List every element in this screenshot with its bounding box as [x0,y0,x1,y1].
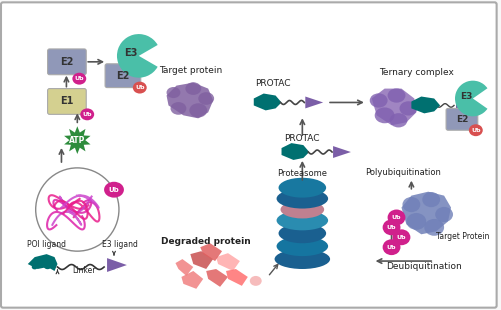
Ellipse shape [278,224,326,243]
Polygon shape [215,253,239,271]
FancyBboxPatch shape [105,64,140,88]
Text: Proteasome: Proteasome [277,169,327,178]
Ellipse shape [40,256,48,262]
Polygon shape [305,96,323,108]
Ellipse shape [382,239,400,255]
Text: E2: E2 [60,57,74,67]
FancyBboxPatch shape [48,49,86,75]
Ellipse shape [33,259,43,267]
Ellipse shape [72,73,86,85]
Ellipse shape [423,219,443,236]
Polygon shape [190,251,213,269]
Text: Ub: Ub [386,225,395,230]
Text: E3 ligand: E3 ligand [102,240,138,249]
Ellipse shape [276,210,328,230]
Ellipse shape [198,92,214,105]
Polygon shape [401,192,450,234]
Text: E1: E1 [60,96,74,106]
Ellipse shape [80,108,94,120]
Text: PROTAC: PROTAC [255,79,290,88]
Polygon shape [455,100,467,110]
Text: E2: E2 [116,71,129,81]
Circle shape [36,168,119,251]
Text: Linker: Linker [72,266,96,275]
Wedge shape [117,34,157,78]
Ellipse shape [49,263,55,268]
Polygon shape [254,94,281,110]
Polygon shape [64,126,90,154]
Text: E2: E2 [455,115,467,124]
Text: Ub: Ub [391,215,400,220]
Ellipse shape [399,101,416,116]
Ellipse shape [369,93,387,108]
Polygon shape [281,143,309,160]
Ellipse shape [32,265,38,269]
Ellipse shape [434,207,452,222]
Text: Ternary complex: Ternary complex [378,68,453,77]
Text: Ub: Ub [108,187,119,193]
Text: Ub: Ub [386,245,395,250]
Ellipse shape [133,82,146,94]
Text: Ub: Ub [396,235,405,240]
FancyBboxPatch shape [445,108,477,130]
Ellipse shape [374,108,394,123]
Ellipse shape [104,182,124,197]
Text: Ub: Ub [135,85,144,90]
Ellipse shape [276,189,328,209]
Ellipse shape [387,88,405,103]
Polygon shape [225,269,247,286]
Polygon shape [410,96,439,113]
Ellipse shape [421,192,439,207]
Ellipse shape [189,103,207,117]
Polygon shape [332,146,350,158]
Ellipse shape [392,229,410,245]
Ellipse shape [468,124,482,136]
Text: Target Protein: Target Protein [435,232,488,241]
Ellipse shape [166,87,180,98]
Ellipse shape [387,210,405,225]
Ellipse shape [280,201,324,219]
Text: Polyubiquitination: Polyubiquitination [364,168,440,177]
Polygon shape [166,83,213,118]
Text: E3: E3 [124,48,137,58]
Polygon shape [107,258,127,272]
Ellipse shape [249,276,261,286]
Text: ATP: ATP [69,136,85,145]
Ellipse shape [185,82,201,95]
Polygon shape [371,89,415,125]
Wedge shape [454,81,486,116]
Ellipse shape [406,213,425,230]
Text: Deubiquitination: Deubiquitination [386,262,461,271]
Polygon shape [28,254,58,271]
Text: Ub: Ub [75,76,84,81]
Polygon shape [175,259,193,276]
Ellipse shape [278,178,326,197]
Text: E3: E3 [459,92,471,101]
Ellipse shape [170,102,186,115]
Ellipse shape [276,236,328,256]
Polygon shape [206,269,227,287]
Ellipse shape [382,219,400,235]
Text: Target protein: Target protein [158,66,221,75]
FancyBboxPatch shape [48,89,86,114]
Text: PROTAC: PROTAC [284,134,320,143]
Ellipse shape [402,197,419,212]
Text: Degraded protein: Degraded protein [161,237,250,246]
Text: POI ligand: POI ligand [27,240,66,249]
Ellipse shape [44,263,52,269]
FancyBboxPatch shape [1,2,495,308]
Polygon shape [200,243,221,261]
Text: Ub: Ub [470,128,479,133]
Polygon shape [181,271,203,289]
Text: Ub: Ub [82,112,92,117]
Ellipse shape [389,113,407,127]
Ellipse shape [274,249,330,269]
